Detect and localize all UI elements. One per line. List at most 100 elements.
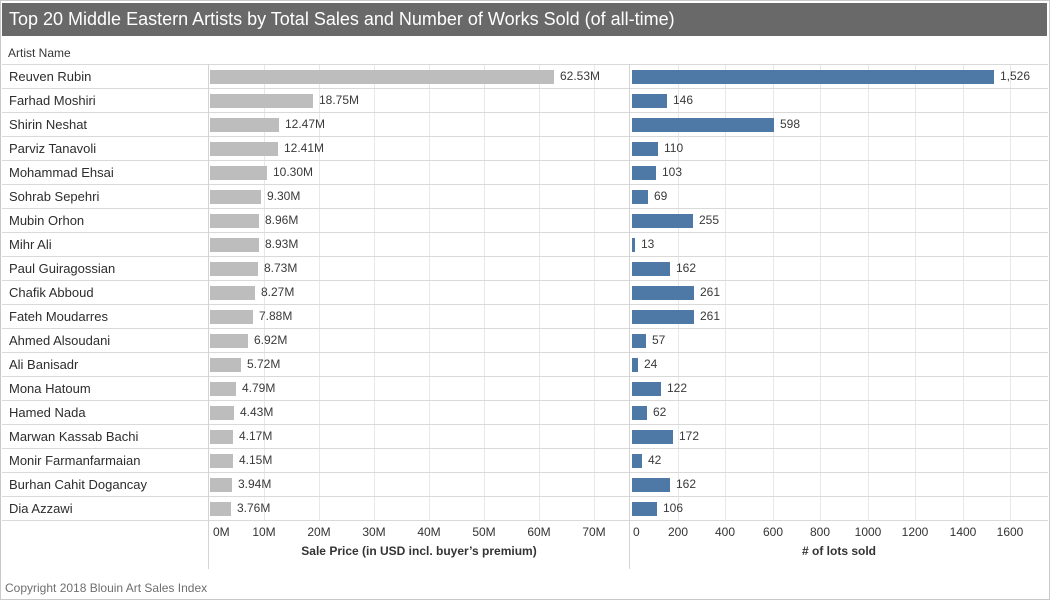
lots-sold-bar[interactable] — [632, 406, 647, 420]
pane-divider-right — [629, 64, 630, 569]
lots-sold-bar[interactable] — [632, 430, 673, 444]
sale-price-bar[interactable] — [210, 262, 258, 276]
lots-sold-value-label: 261 — [700, 309, 721, 323]
lots-sold-value-label: 598 — [780, 117, 801, 131]
lots-sold-value-label: 13 — [641, 237, 655, 251]
table-row: Marwan Kassab Bachi 4.17M 172 — [2, 425, 1048, 449]
artist-name-label: Mohammad Ehsai — [9, 165, 114, 180]
lots-sold-bar[interactable] — [632, 454, 642, 468]
artist-name-label: Fateh Moudarres — [9, 309, 108, 324]
lots-sold-bar[interactable] — [632, 214, 693, 228]
sale-axis-tick: 0M — [213, 525, 230, 539]
lots-sold-value-label: 146 — [673, 93, 694, 107]
artist-name-label: Sohrab Sepehri — [9, 189, 100, 204]
lots-sold-bar[interactable] — [632, 502, 657, 516]
sale-price-bar[interactable] — [210, 334, 248, 348]
table-row: Parviz Tanavoli 12.41M 110 — [2, 137, 1048, 161]
sale-price-bar[interactable] — [210, 286, 255, 300]
table-row: Mona Hatoum 4.79M 122 — [2, 377, 1048, 401]
sale-price-bar[interactable] — [210, 142, 278, 156]
lots-sold-bar[interactable] — [632, 334, 646, 348]
sale-price-bar[interactable] — [210, 358, 241, 372]
lots-axis-tick: 600 — [762, 525, 784, 539]
artist-name-label: Mona Hatoum — [9, 381, 91, 396]
lots-axis-tick: 1200 — [901, 525, 929, 539]
gridline — [484, 64, 485, 520]
artist-name-label: Parviz Tanavoli — [9, 141, 97, 156]
sale-price-bar[interactable] — [210, 214, 259, 228]
table-row: Mihr Ali 8.93M 13 — [2, 233, 1048, 257]
lots-sold-bar[interactable] — [632, 118, 774, 132]
gridline — [539, 64, 540, 520]
sale-price-bar[interactable] — [210, 430, 233, 444]
gridline — [374, 64, 375, 520]
sale-price-bar[interactable] — [210, 118, 279, 132]
table-row: Mohammad Ehsai 10.30M 103 — [2, 161, 1048, 185]
table-row: Dia Azzawi 3.76M 106 — [2, 497, 1048, 521]
artist-name-label: Mubin Orhon — [9, 213, 85, 228]
sale-price-bar[interactable] — [210, 70, 554, 84]
lots-sold-bar[interactable] — [632, 94, 667, 108]
table-row: Paul Guiragossian 8.73M 162 — [2, 257, 1048, 281]
sale-axis-tick: 50M — [472, 525, 496, 539]
gridline — [1010, 64, 1011, 520]
sale-price-value-label: 12.41M — [284, 141, 325, 155]
lots-sold-value-label: 62 — [653, 405, 667, 419]
sale-price-bar[interactable] — [210, 406, 234, 420]
lots-sold-value-label: 162 — [676, 261, 697, 275]
artist-name-label: Paul Guiragossian — [9, 261, 116, 276]
lots-sold-bar[interactable] — [632, 382, 661, 396]
sale-price-bar[interactable] — [210, 382, 236, 396]
lots-sold-value-label: 110 — [664, 141, 684, 155]
sale-price-value-label: 3.94M — [238, 477, 272, 491]
lots-sold-value-label: 162 — [676, 477, 697, 491]
lots-sold-bar[interactable] — [632, 142, 658, 156]
lots-sold-value-label: 255 — [699, 213, 720, 227]
sale-price-value-label: 4.43M — [240, 405, 274, 419]
sale-axis-tick: 20M — [307, 525, 331, 539]
lots-sold-value-label: 42 — [648, 453, 662, 467]
table-row: Burhan Cahit Dogancay 3.94M 162 — [2, 473, 1048, 497]
lots-sold-bar[interactable] — [632, 238, 635, 252]
sale-price-value-label: 62.53M — [560, 69, 601, 83]
lots-axis-tick: 1400 — [949, 525, 977, 539]
table-row: Hamed Nada 4.43M 62 — [2, 401, 1048, 425]
sale-price-bar[interactable] — [210, 166, 267, 180]
lots-sold-value-label: 57 — [652, 333, 666, 347]
sale-price-bar[interactable] — [210, 454, 233, 468]
lots-sold-bar[interactable] — [632, 262, 670, 276]
lots-axis-tick: 0 — [633, 525, 640, 539]
gridline — [429, 64, 430, 520]
artist-name-label: Burhan Cahit Dogancay — [9, 477, 148, 492]
rows: Reuven Rubin 62.53M 1,526 Farhad Moshiri… — [2, 64, 1048, 521]
gridline — [868, 64, 869, 520]
lots-sold-bar[interactable] — [632, 70, 994, 84]
sale-price-value-label: 9.30M — [267, 189, 301, 203]
sale-price-bar[interactable] — [210, 478, 232, 492]
lots-sold-bar[interactable] — [632, 310, 694, 324]
lots-axis-tick: 1600 — [996, 525, 1024, 539]
sale-price-bar[interactable] — [210, 502, 231, 516]
sale-price-value-label: 3.76M — [237, 501, 271, 515]
artist-name-label: Marwan Kassab Bachi — [9, 429, 139, 444]
lots-axis-title: # of lots sold — [801, 544, 877, 558]
sale-price-bar[interactable] — [210, 94, 313, 108]
lots-sold-bar[interactable] — [632, 166, 656, 180]
table-row: Monir Farmanfarmaian 4.15M 42 — [2, 449, 1048, 473]
lots-sold-bar[interactable] — [632, 286, 694, 300]
artist-name-label: Shirin Neshat — [9, 117, 88, 132]
sale-price-bar[interactable] — [210, 238, 259, 252]
sale-axis-tick: 60M — [527, 525, 551, 539]
lots-axis-tick: 1000 — [854, 525, 882, 539]
lots-sold-bar[interactable] — [632, 358, 638, 372]
lots-sold-value-label: 106 — [663, 501, 684, 515]
sale-price-bar[interactable] — [210, 190, 261, 204]
lots-sold-bar[interactable] — [632, 190, 648, 204]
artist-name-label: Chafik Abboud — [9, 285, 94, 300]
gridline — [725, 64, 726, 520]
sale-price-bar[interactable] — [210, 310, 253, 324]
gridline — [963, 64, 964, 520]
lots-sold-bar[interactable] — [632, 478, 670, 492]
sale-price-value-label: 8.96M — [265, 213, 299, 227]
